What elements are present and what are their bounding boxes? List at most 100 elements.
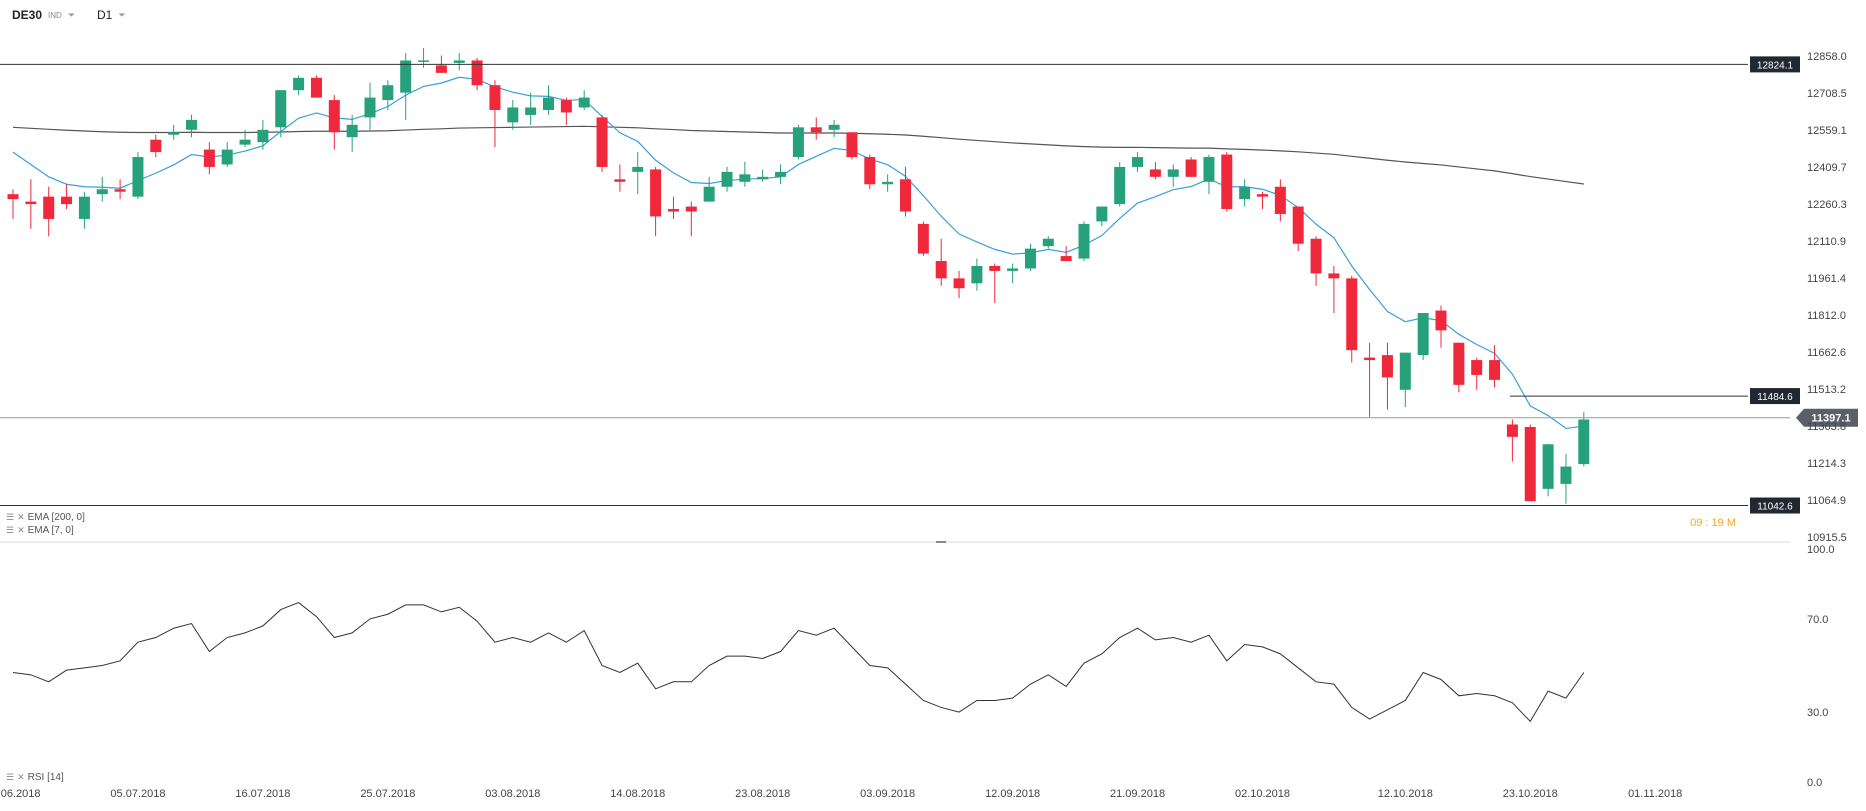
candle-up bbox=[1114, 161, 1126, 207]
candle-up bbox=[1417, 313, 1429, 361]
indicator-ema7[interactable]: ☰ ✕ EMA [7, 0] bbox=[6, 525, 74, 536]
candle-body bbox=[257, 129, 269, 143]
timeframe-dropdown-icon[interactable]: ⏷ bbox=[118, 9, 126, 20]
candle-body bbox=[578, 97, 590, 108]
candle-up bbox=[1542, 444, 1554, 497]
candle-down bbox=[1292, 206, 1304, 252]
candle-body bbox=[1435, 310, 1447, 331]
candle-body bbox=[953, 278, 965, 289]
candle-body bbox=[1346, 278, 1358, 351]
candle-body bbox=[78, 196, 90, 219]
candle-up bbox=[346, 114, 358, 153]
candle-up bbox=[1078, 221, 1090, 262]
symbol-label[interactable]: DE30 bbox=[12, 8, 43, 22]
candle-body bbox=[828, 124, 840, 130]
candle-down bbox=[1381, 342, 1393, 410]
indicator-ema200[interactable]: ☰ ✕ EMA [200, 0] bbox=[6, 512, 85, 523]
candle-up bbox=[453, 53, 465, 71]
candle-down bbox=[953, 270, 965, 299]
time-tick-label: 12.09.2018 bbox=[985, 788, 1040, 800]
candle-down bbox=[114, 179, 126, 200]
price-tick-label: 11812.0 bbox=[1807, 310, 1846, 322]
candle-up bbox=[1096, 206, 1108, 227]
candle-down bbox=[1149, 161, 1161, 180]
candle-body bbox=[775, 171, 787, 177]
time-tick-label: 12.10.2018 bbox=[1378, 788, 1433, 800]
candle-up bbox=[78, 191, 90, 229]
candle-body bbox=[971, 265, 983, 284]
price-tick-label: 11961.4 bbox=[1807, 273, 1846, 285]
candle-body bbox=[132, 157, 144, 197]
candle-body bbox=[382, 85, 394, 101]
bar-countdown: 09 : 19 M bbox=[1690, 517, 1736, 529]
indicator-close-icon[interactable]: ✕ bbox=[17, 512, 25, 522]
candle-down bbox=[1328, 265, 1340, 314]
time-tick-label: 25.07.2018 bbox=[360, 788, 415, 800]
candle-body bbox=[1560, 466, 1572, 484]
candle-body bbox=[453, 60, 465, 63]
price-tick-label: 12260.3 bbox=[1807, 199, 1847, 211]
candle-up bbox=[1560, 454, 1572, 504]
candle-down bbox=[471, 57, 483, 91]
candle-up bbox=[721, 166, 733, 192]
candle-body bbox=[1399, 352, 1411, 390]
symbol-dropdown-icon[interactable]: ⏷ bbox=[67, 9, 76, 20]
candle-body bbox=[560, 100, 572, 113]
candle-down bbox=[1453, 342, 1465, 393]
price-axis[interactable]: 12858.0 12708.5 12559.1 12409.7 12260.3 12110… bbox=[1807, 51, 1847, 544]
ema7-series bbox=[12, 76, 1584, 430]
candle-down bbox=[203, 142, 215, 175]
price-tick-label: 12110.9 bbox=[1807, 236, 1846, 248]
rsi-tick-label: 30.0 bbox=[1807, 707, 1828, 719]
candle-up bbox=[578, 90, 590, 110]
candle-down bbox=[560, 97, 572, 125]
candle-down bbox=[614, 164, 626, 192]
level-label: 11484.6 bbox=[1757, 392, 1793, 403]
candle-body bbox=[328, 100, 340, 133]
indicator-close-icon[interactable]: ✕ bbox=[17, 772, 25, 782]
candle-body bbox=[1167, 169, 1179, 177]
candle-body bbox=[596, 117, 608, 167]
candle-body bbox=[61, 196, 73, 205]
time-tick-label: 05.07.2018 bbox=[110, 788, 165, 800]
indicator-rsi-label: RSI [14] bbox=[27, 772, 64, 783]
timeframe-label[interactable]: D1 bbox=[97, 8, 113, 22]
candle-up bbox=[132, 152, 144, 200]
time-axis[interactable]: 26.06.2018 05.07.2018 16.07.2018 25.07.2018… bbox=[0, 788, 1682, 800]
rsi-tick-label: 0.0 bbox=[1807, 777, 1822, 789]
candle-down bbox=[25, 179, 37, 229]
candle-body bbox=[882, 181, 894, 185]
candle-up bbox=[382, 80, 394, 110]
candle-down bbox=[489, 80, 501, 148]
chart-header: DE30 IND ⏷ D1 ⏷ bbox=[12, 8, 142, 22]
rsi-series bbox=[12, 602, 1585, 723]
candle-body bbox=[1292, 206, 1304, 244]
candle-body bbox=[418, 60, 430, 62]
candle-down bbox=[1221, 152, 1233, 212]
candle-up bbox=[1167, 164, 1179, 187]
candle-body bbox=[1364, 357, 1376, 361]
candle-body bbox=[1149, 169, 1161, 177]
candle-body bbox=[507, 107, 519, 123]
indicator-settings-icon[interactable]: ☰ bbox=[6, 512, 15, 522]
price-tick-label: 11064.9 bbox=[1807, 495, 1846, 507]
rsi-axis: 100.0 70.0 30.0 0.0 bbox=[1807, 544, 1835, 789]
candle-body bbox=[614, 179, 626, 182]
candle-body bbox=[846, 132, 858, 158]
candle-body bbox=[1203, 157, 1215, 182]
indicator-rsi[interactable]: ☰ ✕ RSI [14] bbox=[6, 772, 64, 783]
candle-down bbox=[810, 117, 822, 140]
price-tick-label: 11214.3 bbox=[1807, 458, 1846, 470]
indicator-settings-icon[interactable]: ☰ bbox=[6, 525, 15, 535]
indicator-settings-icon[interactable]: ☰ bbox=[6, 772, 15, 782]
candle-down bbox=[328, 95, 340, 150]
time-tick-label: 02.10.2018 bbox=[1235, 788, 1290, 800]
candle-body bbox=[667, 209, 679, 212]
candle-up bbox=[293, 75, 305, 96]
candle-body bbox=[1506, 424, 1518, 437]
indicator-close-icon[interactable]: ✕ bbox=[17, 525, 25, 535]
candle-down bbox=[1489, 345, 1501, 388]
candle-up bbox=[1132, 152, 1144, 172]
candle-down bbox=[1471, 357, 1483, 390]
